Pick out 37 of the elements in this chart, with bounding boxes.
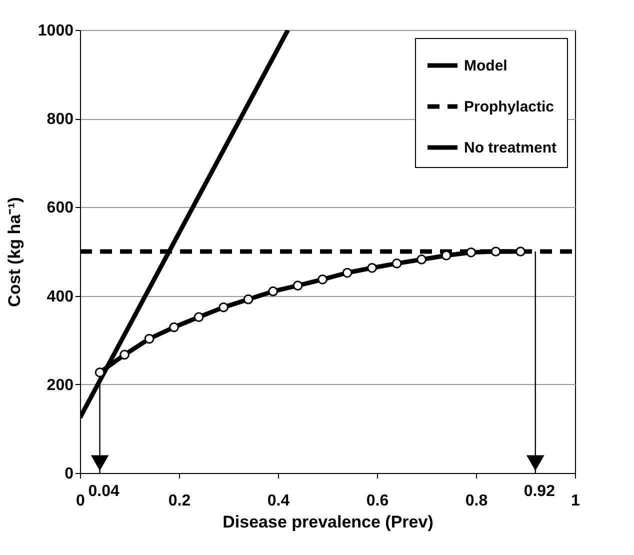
point	[243, 294, 254, 304]
point	[466, 247, 476, 258]
x-tick-label: 0.2	[168, 492, 191, 510]
y-tick-label: 200	[46, 376, 74, 394]
point	[342, 268, 352, 278]
legend-label: No treatment	[464, 140, 557, 156]
point	[441, 250, 452, 260]
y-tick-label: 400	[46, 288, 74, 306]
x-tick-label: 0.8	[465, 492, 488, 510]
legend-label: Prophylactic	[464, 98, 554, 116]
x-axis-title: Disease prevalence (Prev)	[222, 512, 434, 532]
point	[268, 286, 278, 296]
point	[490, 246, 501, 256]
y-axis-title: Cost (kg ha⁻¹)	[4, 197, 24, 307]
point	[367, 262, 377, 273]
point	[416, 254, 426, 264]
y-tick-label: 800	[46, 111, 74, 128]
x-tick-label: 0	[76, 492, 86, 510]
y-tick-label: 600	[46, 200, 74, 217]
point	[292, 280, 303, 291]
point	[318, 274, 328, 284]
point	[169, 322, 179, 332]
point	[392, 258, 402, 268]
point	[516, 246, 526, 256]
point	[94, 368, 105, 378]
annotation: 0.92	[524, 483, 556, 500]
annotation: 0.04	[88, 483, 120, 500]
legend-label: Model	[464, 58, 508, 74]
x-tick-label: 0.6	[366, 492, 389, 510]
x-tick-label: 1	[571, 492, 580, 510]
point	[194, 312, 204, 322]
x-tick-label: 0.4	[267, 492, 290, 510]
point	[120, 350, 130, 360]
y-tick-label: 0	[64, 466, 74, 482]
point	[144, 334, 154, 344]
y-tick-label: 1000	[38, 22, 74, 40]
point	[218, 302, 228, 312]
